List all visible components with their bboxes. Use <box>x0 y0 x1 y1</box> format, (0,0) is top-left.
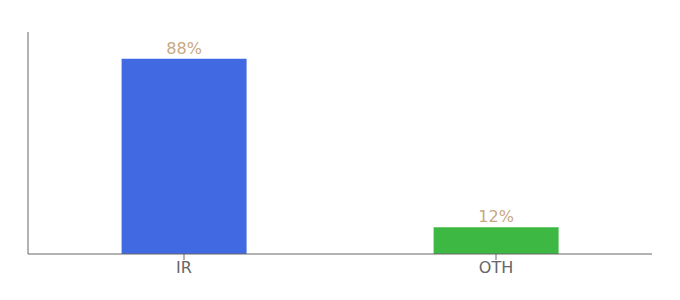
svg-text:12%: 12% <box>478 207 514 226</box>
svg-text:IR: IR <box>176 258 192 277</box>
svg-text:88%: 88% <box>166 39 202 58</box>
svg-text:OTH: OTH <box>479 258 513 277</box>
